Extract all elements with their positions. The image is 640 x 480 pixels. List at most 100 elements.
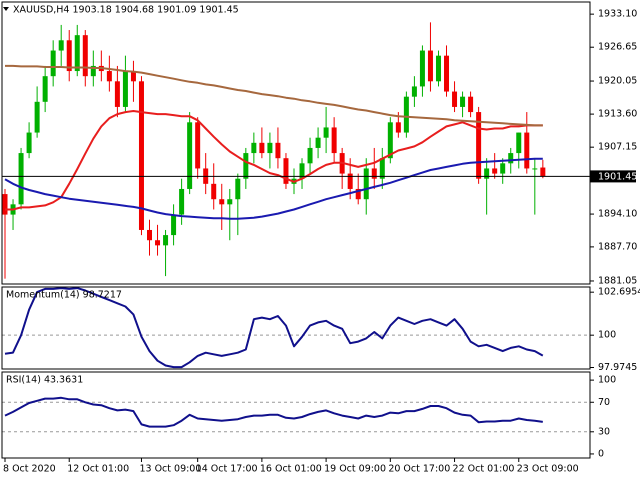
x-tick-label: 16 Oct 01:00	[260, 464, 322, 475]
y-tick-label: 1881.05	[598, 275, 637, 286]
candle-body	[114, 81, 120, 107]
candle-body	[147, 229, 153, 241]
candle-body	[452, 91, 458, 107]
candle-body	[508, 153, 514, 164]
candle-body	[235, 178, 241, 200]
y-tick-label: 1907.15	[598, 142, 637, 153]
menu-triangle	[3, 7, 9, 11]
candle-body	[275, 142, 281, 159]
candle-body	[331, 127, 337, 154]
candle-body	[66, 40, 72, 72]
candle-body	[435, 55, 441, 82]
x-tick-label: 14 Oct 17:00	[196, 464, 258, 475]
candle-body	[2, 194, 8, 215]
candle-body	[403, 96, 409, 133]
candle-body	[58, 40, 64, 51]
candle-body	[500, 163, 506, 174]
x-tick-label: 13 Oct 09:00	[139, 464, 201, 475]
x-tick-label: 19 Oct 09:00	[324, 464, 386, 475]
candle-body	[26, 132, 32, 154]
candle-body	[130, 71, 136, 82]
candle-body	[138, 81, 144, 230]
x-tick-label: 22 Oct 01:00	[453, 464, 515, 475]
y-tick-label: 1894.10	[598, 209, 637, 220]
y-tick-label: 70	[598, 397, 610, 408]
candle-body	[90, 65, 96, 77]
last-price-label: 1901.45	[598, 171, 637, 182]
candle-body	[395, 122, 401, 133]
candle-body	[34, 101, 40, 133]
candle-body	[243, 153, 249, 179]
indicator-line	[4, 396, 543, 428]
pane-frame	[1, 286, 591, 370]
y-tick-label: 1913.60	[598, 109, 637, 120]
pane-frame	[1, 371, 591, 459]
candle-body	[219, 199, 225, 205]
pane	[2, 22, 590, 279]
y-tick-label: 0	[598, 448, 604, 459]
moving-average	[5, 110, 543, 211]
candle-body	[267, 142, 273, 154]
candle-body	[155, 240, 161, 246]
moving-average	[5, 64, 543, 127]
candle-body	[379, 158, 385, 179]
x-tick-label: 23 Oct 09:00	[517, 464, 579, 475]
last-price-box	[590, 170, 636, 183]
candle-body	[163, 235, 169, 246]
moving-average	[4, 157, 543, 220]
candle-body	[411, 86, 417, 97]
candle-body	[74, 35, 80, 72]
x-tick-label: 20 Oct 17:00	[388, 464, 450, 475]
indicator-line	[4, 287, 544, 369]
candle-body	[419, 50, 425, 87]
y-tick-label: 100	[598, 330, 616, 341]
candle-body	[387, 122, 393, 159]
candle-body	[179, 188, 185, 215]
candle-body	[82, 35, 88, 77]
y-tick-label: 1926.65	[598, 42, 637, 53]
candle-body	[532, 168, 538, 170]
candle-body	[187, 122, 193, 189]
candle-body	[106, 71, 112, 82]
candle-body	[468, 96, 474, 113]
y-tick-label: 1887.70	[598, 241, 637, 252]
candle-body	[540, 167, 546, 177]
pane	[2, 287, 590, 369]
candle-body	[195, 122, 201, 169]
candle-body	[492, 168, 498, 174]
x-tick-label: 8 Oct 2020	[3, 464, 56, 475]
candle-body	[460, 96, 466, 107]
y-tick-label: 100	[598, 375, 616, 386]
candle-body	[211, 183, 217, 200]
y-tick-label: 1920.05	[598, 76, 637, 87]
candle-body	[484, 168, 490, 179]
y-tick-label: 102.6954	[598, 287, 640, 298]
candle-body	[50, 50, 56, 77]
pane-frame	[1, 1, 591, 285]
candle-body	[347, 173, 353, 189]
chart-title: XAUUSD,H4 1903.18 1904.68 1901.09 1901.4…	[13, 5, 239, 16]
candle-body	[299, 163, 305, 179]
candle-body	[427, 50, 433, 82]
candle-body	[371, 168, 377, 179]
candle-body	[171, 214, 177, 236]
candle-body	[516, 132, 522, 154]
candle-body	[315, 137, 321, 148]
indicator-title: RSI(14) 43.3631	[6, 375, 83, 386]
y-tick-label: 30	[598, 426, 610, 437]
pane	[2, 396, 590, 433]
candle-body	[283, 158, 289, 184]
candle-body	[323, 127, 329, 138]
candle-body	[524, 132, 530, 169]
candle-body	[355, 188, 361, 200]
candle-body	[18, 153, 24, 205]
candle-body	[122, 71, 128, 107]
candle-body	[227, 199, 233, 205]
candle-body	[476, 112, 482, 179]
y-tick-label: 97.9745	[598, 362, 637, 373]
y-tick-label: 1933.10	[598, 9, 637, 20]
candle-body	[307, 147, 313, 164]
